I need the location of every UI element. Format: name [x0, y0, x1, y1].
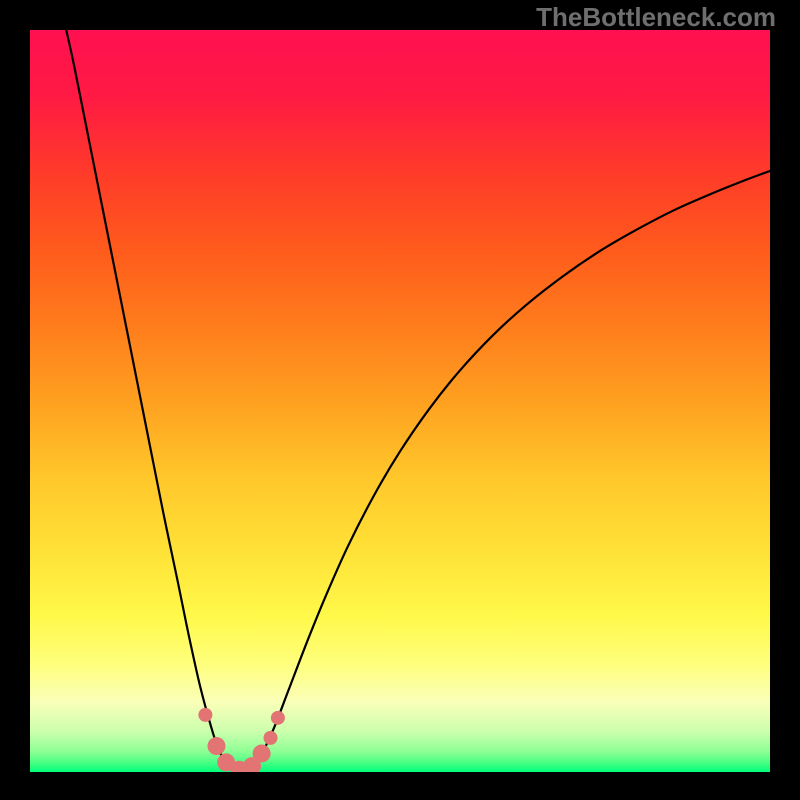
plot-area: [30, 30, 770, 772]
marker-point: [253, 744, 271, 762]
plot-svg: [30, 30, 770, 772]
watermark-text: TheBottleneck.com: [536, 2, 776, 33]
marker-point: [264, 731, 278, 745]
marker-point: [198, 708, 212, 722]
marker-point: [207, 737, 225, 755]
marker-point: [271, 711, 285, 725]
chart-root: TheBottleneck.com: [0, 0, 800, 800]
